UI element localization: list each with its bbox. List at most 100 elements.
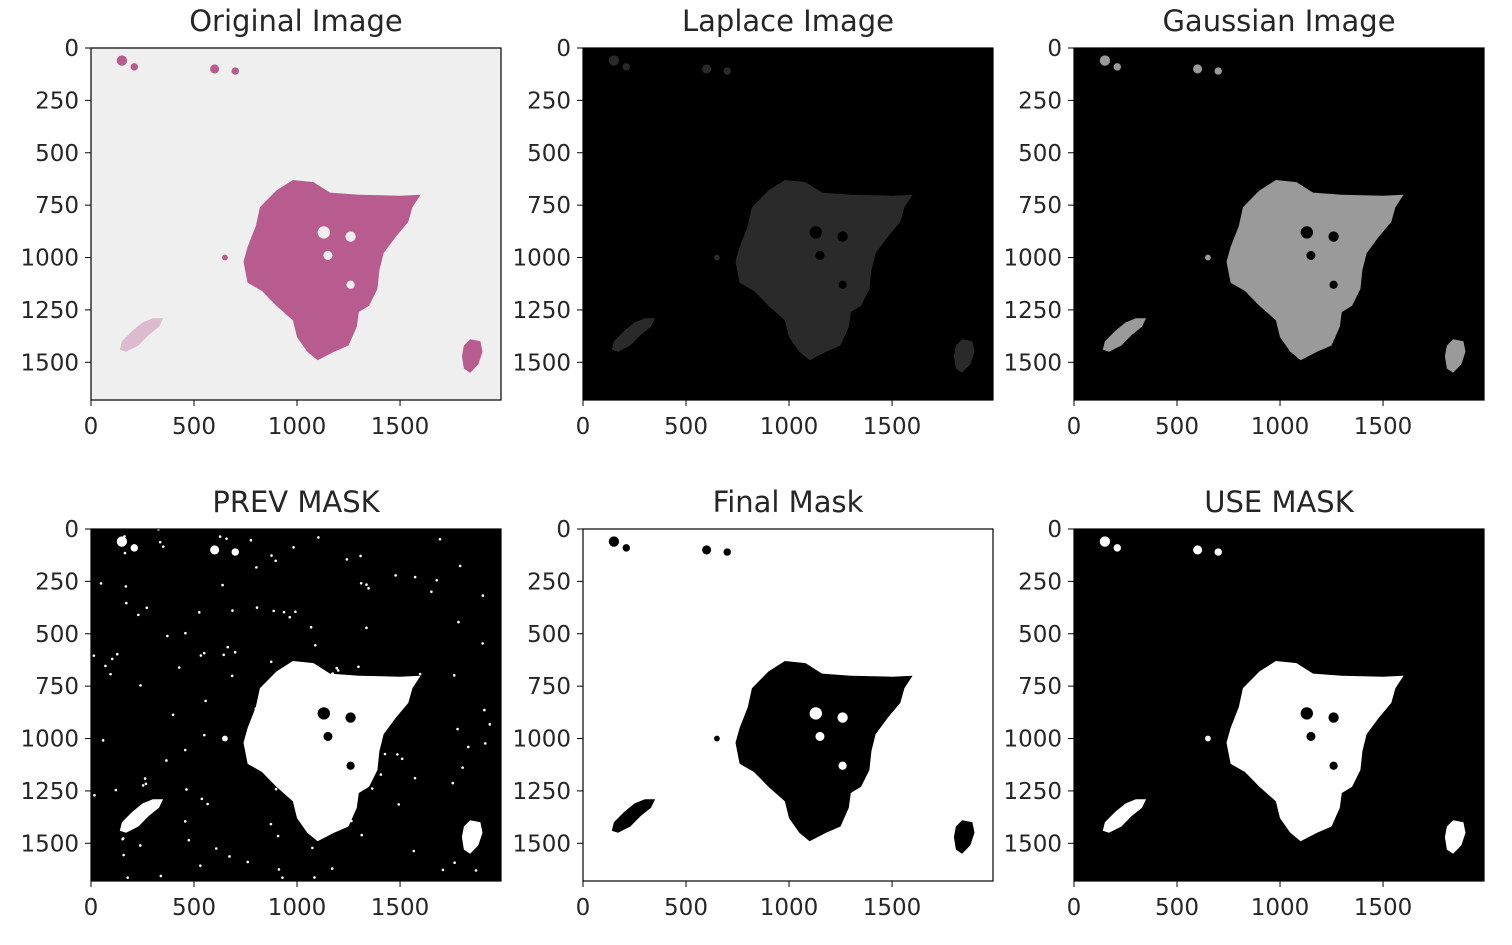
- noise-speck: [159, 874, 163, 878]
- noise-speck: [270, 554, 273, 557]
- noise-speck: [474, 869, 478, 872]
- panel-title: PREV MASK: [212, 485, 380, 519]
- x-tick-label: 500: [664, 414, 708, 440]
- noise-speck: [122, 853, 125, 857]
- tissue-fragment: [1113, 544, 1121, 552]
- axes-frame: [582, 47, 994, 401]
- tissue-fragment: [222, 735, 228, 742]
- x-tick-label: 1000: [268, 414, 327, 440]
- tissue-hole: [838, 761, 847, 770]
- panel-use_mask: 0 500 1000 1500 0 250 500 750 1000 1250 1500: [1003, 517, 1485, 921]
- noise-speck: [115, 652, 119, 656]
- noise-speck: [295, 683, 299, 687]
- tissue-hole: [815, 250, 825, 260]
- noise-speck: [144, 782, 148, 786]
- noise-speck: [370, 787, 374, 790]
- noise-speck: [206, 802, 209, 806]
- noise-speck: [461, 766, 464, 769]
- panel-title: USE MASK: [1204, 485, 1354, 519]
- y-tick-label: 1500: [512, 350, 571, 376]
- noise-speck: [137, 613, 140, 617]
- panel-prev_mask: 0 500 1000 1500 0 250 500 750 1000 1250 1500: [20, 517, 502, 921]
- y-tick-label: 250: [527, 569, 571, 595]
- noise-speck: [368, 755, 372, 759]
- noise-speck: [200, 797, 204, 801]
- noise-speck: [281, 876, 284, 879]
- y-tick-label: 1250: [20, 298, 79, 324]
- noise-speck: [430, 590, 433, 594]
- tissue-fragment: [1214, 67, 1222, 75]
- noise-speck: [123, 535, 126, 538]
- noise-speck: [121, 837, 124, 841]
- y-tick-label: 0: [1047, 36, 1062, 62]
- noise-speck: [274, 559, 277, 563]
- y-tick-label: 1250: [1003, 779, 1062, 805]
- y-tick-label: 250: [527, 88, 571, 114]
- noise-speck: [126, 876, 129, 879]
- x-tick-label: 500: [664, 895, 708, 921]
- noise-speck: [309, 625, 313, 629]
- left-arc-region: [1102, 318, 1147, 352]
- noise-speck: [360, 833, 364, 837]
- tissue-hole: [317, 707, 330, 720]
- noise-speck: [184, 631, 187, 635]
- tissue-picture: [608, 536, 975, 854]
- tissue-hole: [1300, 226, 1313, 239]
- noise-speck: [225, 537, 228, 540]
- noise-speck: [139, 684, 142, 687]
- noise-speck: [345, 558, 349, 561]
- x-tick-label: 1500: [863, 414, 922, 440]
- noise-speck: [357, 665, 360, 669]
- y-tick-label: 750: [527, 193, 571, 219]
- noise-speck: [481, 642, 484, 645]
- noise-speck: [483, 742, 487, 745]
- axes-frame: [1073, 47, 1485, 401]
- tissue-fragment: [130, 544, 138, 552]
- tissue-fragment: [130, 63, 138, 71]
- x-tick-label: 500: [1155, 895, 1199, 921]
- right-oval-region: [953, 820, 975, 854]
- tissue-fragment: [210, 545, 220, 555]
- y-tick-label: 1250: [512, 298, 571, 324]
- noise-speck: [109, 672, 112, 676]
- noise-speck: [261, 721, 265, 725]
- tissue-fragment: [1193, 545, 1203, 555]
- noise-speck: [231, 609, 234, 612]
- main-tissue-region: [1226, 180, 1404, 361]
- noise-speck: [306, 676, 309, 679]
- y-tick-label: 1000: [1003, 246, 1062, 272]
- noise-speck: [350, 819, 353, 823]
- noise-speck: [365, 626, 368, 630]
- axes-frame: [90, 528, 502, 882]
- noise-speck: [365, 583, 368, 586]
- noise-speck: [359, 581, 363, 585]
- tissue-hole: [815, 731, 825, 741]
- panel-laplace: 0 500 1000 1500 0 250 500 750 1000 1250 1500: [512, 36, 994, 440]
- noise-speck: [292, 546, 295, 549]
- noise-speck: [441, 868, 445, 872]
- y-tick-label: 250: [35, 569, 79, 595]
- noise-speck: [139, 844, 142, 847]
- noise-speck: [197, 611, 201, 614]
- noise-speck: [226, 645, 230, 649]
- noise-speck: [125, 601, 128, 605]
- x-tick-label: 1500: [863, 895, 922, 921]
- noise-speck: [285, 673, 289, 677]
- tissue-hole: [838, 280, 847, 289]
- noise-speck: [166, 634, 169, 638]
- tissue-hole: [1328, 712, 1339, 723]
- tissue-fragment: [702, 545, 712, 555]
- noise-speck: [233, 650, 237, 654]
- noise-speck: [413, 575, 417, 579]
- noise-speck: [413, 776, 417, 780]
- main-tissue-region: [243, 661, 421, 842]
- noise-speck: [452, 674, 456, 677]
- tissue-hole: [1329, 761, 1338, 770]
- noise-speck: [140, 806, 144, 810]
- tissue-fragment: [231, 548, 239, 556]
- noise-speck: [114, 788, 118, 792]
- tissue-hole: [1328, 231, 1339, 242]
- noise-speck: [183, 820, 187, 823]
- y-tick-label: 1000: [20, 246, 79, 272]
